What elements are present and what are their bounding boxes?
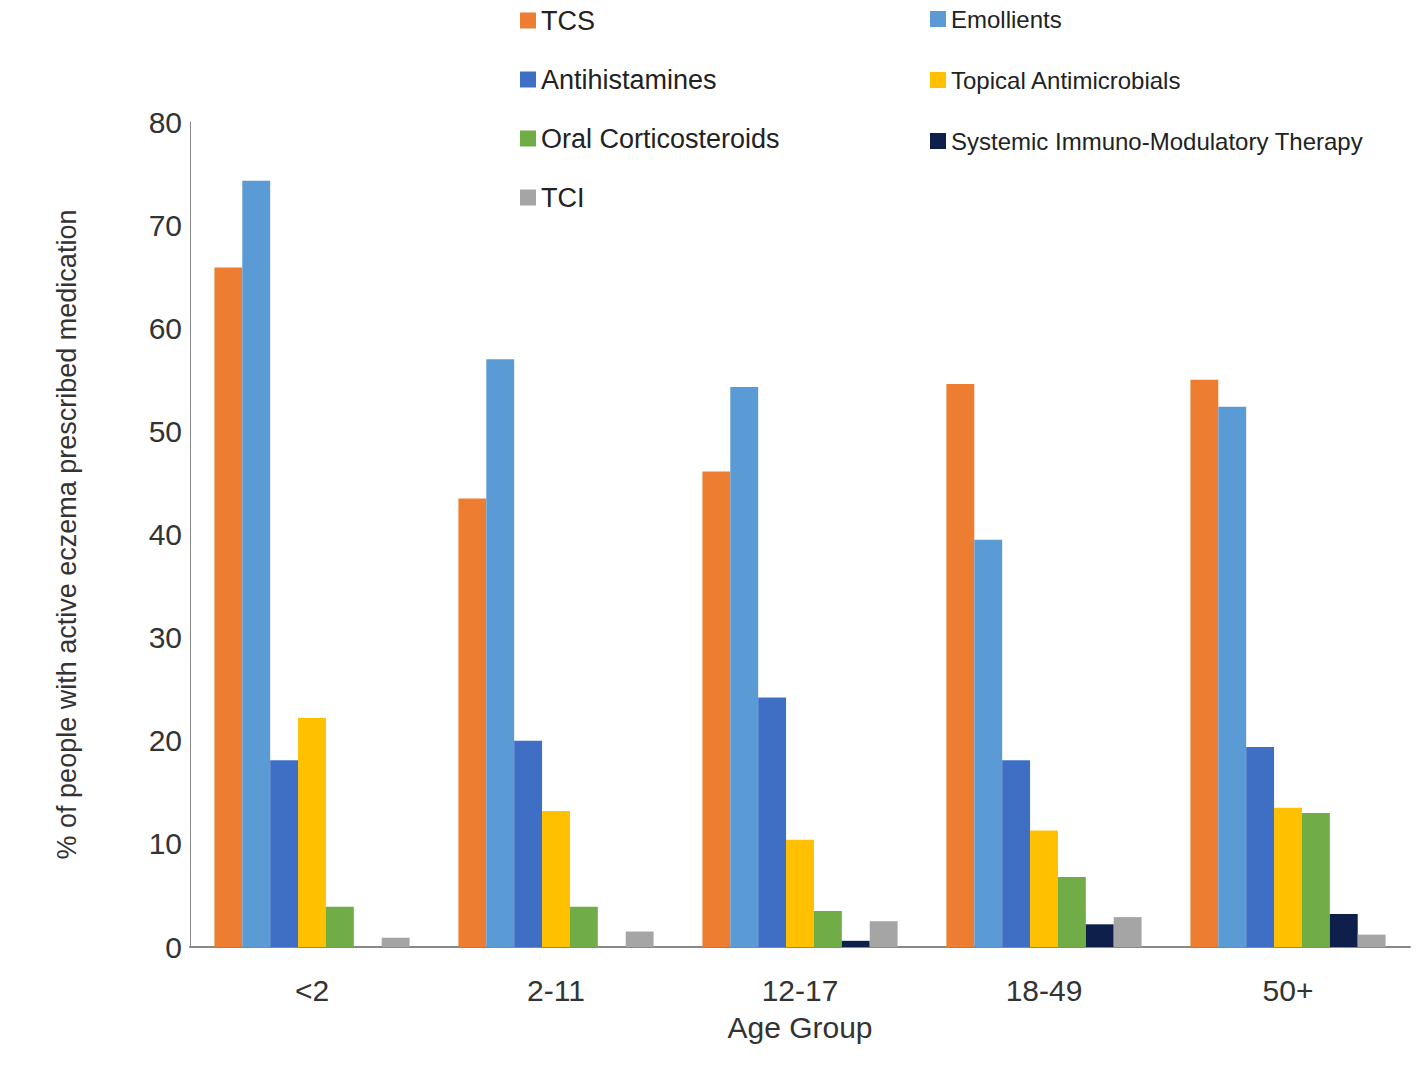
svg-text:80: 80	[149, 106, 182, 139]
svg-text:30: 30	[149, 621, 182, 654]
svg-text:10: 10	[149, 827, 182, 860]
svg-text:40: 40	[149, 518, 182, 551]
svg-text:TCI: TCI	[541, 183, 585, 213]
svg-text:70: 70	[149, 209, 182, 242]
svg-text:18-49: 18-49	[1006, 974, 1083, 1007]
svg-text:0: 0	[165, 931, 182, 964]
svg-text:Oral Corticosteroids: Oral Corticosteroids	[541, 124, 780, 154]
svg-text:50: 50	[149, 415, 182, 448]
svg-text:50+: 50+	[1263, 974, 1314, 1007]
svg-text:20: 20	[149, 724, 182, 757]
svg-text:Emollients: Emollients	[951, 6, 1062, 33]
svg-text:% of people with active eczema: % of people with active eczema prescribe…	[52, 210, 82, 860]
svg-text:2-11: 2-11	[527, 974, 585, 1007]
svg-text:60: 60	[149, 312, 182, 345]
svg-text:Systemic Immuno-Modulatory The: Systemic Immuno-Modulatory Therapy	[951, 128, 1363, 155]
svg-text:12-17: 12-17	[762, 974, 839, 1007]
svg-text:TCS: TCS	[541, 6, 595, 36]
svg-text:<2: <2	[295, 974, 329, 1007]
svg-text:Age Group: Age Group	[727, 1011, 872, 1044]
svg-text:Topical Antimicrobials: Topical Antimicrobials	[951, 67, 1180, 94]
svg-text:Antihistamines: Antihistamines	[541, 65, 717, 95]
